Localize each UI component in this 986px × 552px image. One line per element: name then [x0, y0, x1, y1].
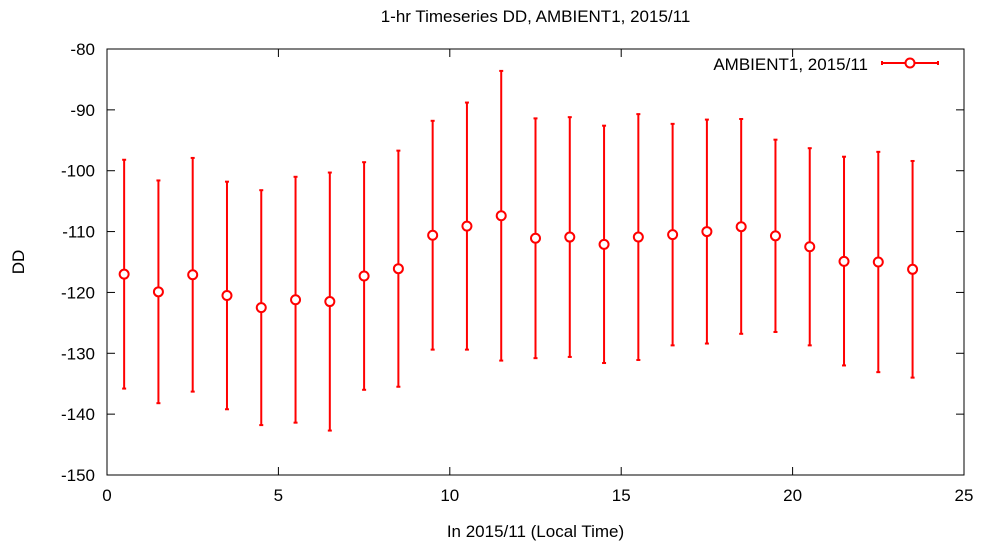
point-marker [152, 286, 164, 298]
data-point-19 [769, 138, 781, 333]
data-point-8 [392, 149, 404, 388]
data-point-13 [564, 116, 576, 358]
x-axis-ticks: 0 5 10 15 20 25 [102, 49, 973, 505]
data-point-3 [221, 180, 233, 411]
data-point-17 [701, 118, 713, 345]
data-point-9 [427, 119, 439, 351]
data-point-15 [632, 113, 644, 361]
x-tick-label-5: 25 [955, 486, 974, 505]
data-point-1 [152, 179, 164, 405]
point-marker [427, 229, 439, 241]
data-point-14 [598, 124, 610, 365]
x-tick-label-0: 0 [102, 486, 111, 505]
point-marker [838, 255, 850, 267]
y-tick-label-2: -130 [61, 344, 95, 363]
y-tick-label-7: -80 [70, 40, 95, 59]
data-point-6 [324, 171, 336, 432]
x-tick-label-2: 10 [440, 486, 459, 505]
y-tick-label-5: -100 [61, 162, 95, 181]
point-marker [804, 241, 816, 253]
point-marker [769, 230, 781, 242]
x-tick-label-4: 20 [783, 486, 802, 505]
data-point-10 [461, 101, 473, 351]
data-point-11 [495, 69, 507, 362]
point-marker [632, 231, 644, 243]
point-marker [530, 232, 541, 244]
plot-frame [106, 48, 965, 476]
data-point-16 [667, 122, 679, 347]
data-point-7 [358, 161, 370, 391]
point-marker [495, 210, 507, 222]
data-point-22 [872, 150, 884, 374]
data-point-0 [118, 158, 130, 390]
y-tick-label-4: -110 [62, 223, 95, 242]
point-marker [598, 238, 610, 250]
point-marker [290, 294, 302, 306]
point-marker [392, 263, 404, 275]
x-tick-label-3: 15 [612, 486, 631, 505]
point-marker [907, 263, 919, 275]
data-point-5 [290, 175, 302, 424]
y-tick-label-1: -140 [61, 405, 95, 424]
legend: AMBIENT1, 2015/11 [713, 55, 939, 74]
point-marker [324, 296, 336, 308]
legend-sample [881, 57, 939, 69]
y-tick-label-3: -120 [61, 283, 95, 302]
point-marker [701, 226, 713, 238]
x-axis-label: In 2015/11 (Local Time) [447, 522, 624, 541]
data-point-23 [907, 159, 919, 379]
point-marker [358, 270, 370, 282]
point-marker [221, 289, 233, 301]
data-point-12 [530, 117, 541, 360]
y-tick-label-6: -90 [70, 101, 95, 120]
point-marker [255, 302, 267, 314]
data-point-4 [255, 189, 267, 427]
y-axis-ticks: -150 -140 -130 -120 -110 -100 -90 -80 [61, 40, 964, 485]
legend-marker [904, 57, 916, 69]
series-layer [118, 69, 919, 432]
point-marker [667, 229, 679, 241]
chart-title: 1-hr Timeseries DD, AMBIENT1, 2015/11 [381, 7, 691, 26]
point-marker [187, 269, 199, 281]
point-marker [564, 231, 576, 243]
point-marker [735, 221, 747, 233]
data-point-21 [838, 155, 850, 367]
data-point-18 [735, 117, 747, 335]
data-point-20 [804, 147, 816, 347]
data-point-2 [187, 156, 199, 393]
y-axis-label: DD [9, 250, 28, 275]
point-marker [461, 220, 473, 232]
point-marker [872, 256, 884, 268]
x-tick-label-1: 5 [274, 486, 283, 505]
point-marker [118, 268, 130, 280]
plot-area [106, 48, 965, 476]
legend-label: AMBIENT1, 2015/11 [713, 55, 868, 74]
y-tick-label-0: -150 [61, 466, 95, 485]
